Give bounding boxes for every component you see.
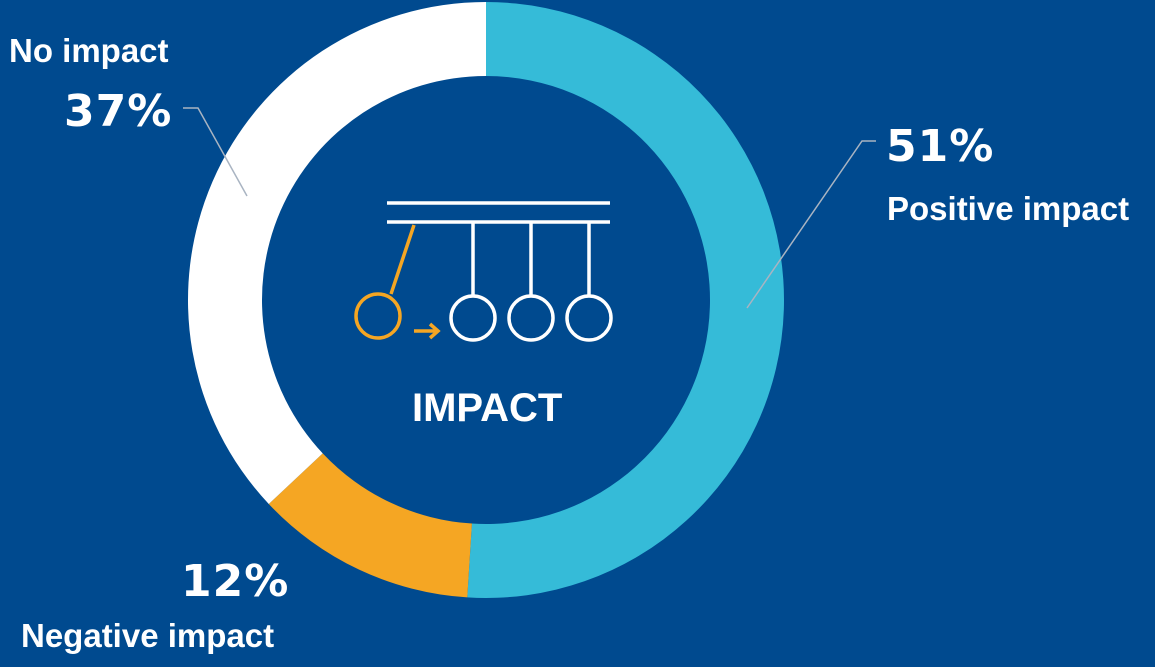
- center-label: IMPACT: [412, 386, 563, 430]
- slice-negative-impact: [268, 453, 472, 598]
- positive-impact-value: 51%: [886, 121, 995, 172]
- no-impact-label: No impact: [9, 32, 169, 69]
- donut-slices: [187, 2, 784, 598]
- no-impact-value: 37%: [64, 86, 173, 137]
- positive-impact-label: Positive impact: [887, 190, 1130, 227]
- slice-positive-impact: [467, 2, 784, 598]
- negative-impact-label: Negative impact: [21, 617, 275, 654]
- slice-no-impact: [187, 2, 486, 504]
- leader-line-positive-impact: [746, 140, 876, 309]
- newtons-cradle-icon: [354, 201, 613, 342]
- negative-impact-value: 12%: [181, 556, 290, 607]
- leader-line-no-impact: [183, 107, 248, 197]
